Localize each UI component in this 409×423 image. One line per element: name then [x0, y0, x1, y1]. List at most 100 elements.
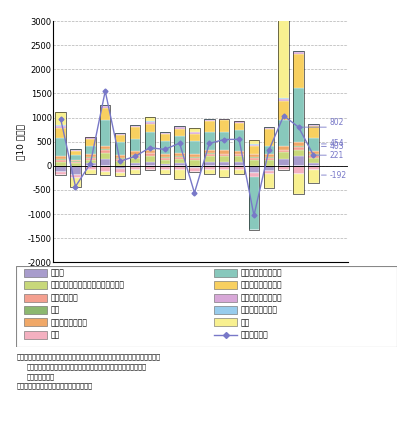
Bar — [160, 159, 170, 165]
Bar — [70, 160, 81, 162]
Bar — [249, 146, 259, 154]
Bar — [279, 6, 289, 98]
Bar — [279, 150, 289, 151]
Bar — [85, 170, 96, 173]
Bar — [279, 159, 289, 166]
Bar — [293, 173, 304, 194]
Bar — [219, 118, 229, 166]
Bar — [70, 166, 81, 187]
Bar — [264, 166, 274, 170]
Bar — [130, 156, 140, 158]
Bar — [249, 173, 259, 177]
Bar — [70, 149, 81, 166]
Bar — [293, 156, 304, 166]
Bar — [264, 170, 274, 175]
Bar — [85, 154, 96, 157]
Y-axis label: （10 億円）: （10 億円） — [16, 124, 25, 159]
Bar — [204, 132, 215, 150]
Bar — [100, 106, 110, 108]
Bar — [264, 158, 274, 159]
Bar — [189, 157, 200, 158]
Bar — [55, 112, 66, 166]
Bar — [24, 294, 47, 302]
Bar — [115, 133, 125, 166]
Bar — [308, 166, 319, 183]
Bar — [219, 119, 229, 121]
Bar — [219, 150, 229, 154]
Bar — [70, 166, 81, 176]
Bar — [160, 170, 170, 173]
Bar — [308, 163, 319, 166]
Bar — [219, 162, 229, 166]
Text: ビス」を指す。: ビス」を指す。 — [27, 374, 54, 380]
Bar — [100, 105, 110, 166]
Bar — [100, 146, 110, 149]
Bar — [174, 159, 185, 163]
Bar — [130, 170, 140, 173]
Bar — [204, 166, 215, 173]
Bar — [160, 166, 170, 170]
Bar — [293, 88, 304, 142]
Bar — [214, 281, 237, 289]
Text: -192: -192 — [330, 170, 347, 180]
Bar — [85, 166, 96, 173]
Bar — [55, 128, 66, 137]
Bar — [308, 124, 319, 125]
Bar — [204, 153, 215, 154]
Bar — [214, 306, 237, 314]
Bar — [115, 166, 125, 176]
Bar — [100, 166, 110, 172]
Bar — [130, 166, 140, 170]
Bar — [219, 121, 229, 132]
Bar — [219, 166, 229, 170]
Text: サービス収支: サービス収支 — [241, 330, 269, 339]
Bar — [24, 269, 47, 277]
Bar — [100, 153, 110, 159]
Bar — [174, 136, 185, 153]
Bar — [174, 170, 185, 179]
Bar — [214, 269, 237, 277]
Bar — [204, 154, 215, 156]
Bar — [145, 124, 155, 132]
Bar — [85, 146, 96, 154]
Bar — [264, 127, 274, 166]
Bar — [174, 156, 185, 157]
Bar — [70, 163, 81, 166]
Bar — [24, 281, 47, 289]
Bar — [204, 166, 215, 170]
Text: 金融サービス: 金融サービス — [51, 293, 79, 302]
Bar — [24, 331, 47, 339]
Bar — [100, 105, 110, 106]
Bar — [308, 125, 319, 126]
Bar — [189, 134, 200, 141]
Bar — [55, 166, 66, 176]
Bar — [189, 154, 200, 157]
Text: 委託加工サービス: 委託加工サービス — [51, 318, 88, 327]
Bar — [249, 166, 259, 230]
Bar — [264, 175, 274, 187]
Bar — [279, 146, 289, 150]
Bar — [85, 137, 96, 166]
Bar — [189, 166, 200, 172]
Bar — [130, 151, 140, 155]
Bar — [189, 158, 200, 160]
Bar — [85, 159, 96, 163]
Bar — [293, 151, 304, 156]
Bar — [24, 306, 47, 314]
Bar — [145, 150, 155, 153]
Bar — [234, 121, 244, 123]
Bar — [293, 51, 304, 166]
Bar — [115, 161, 125, 166]
Bar — [145, 166, 155, 170]
Bar — [115, 169, 125, 173]
Bar — [279, 166, 289, 170]
Bar — [249, 144, 259, 145]
Bar — [174, 126, 185, 166]
Bar — [234, 121, 244, 166]
Bar — [189, 132, 200, 134]
Bar — [219, 166, 229, 177]
Bar — [204, 156, 215, 162]
Bar — [249, 140, 259, 144]
Bar — [204, 150, 215, 153]
Bar — [174, 153, 185, 156]
